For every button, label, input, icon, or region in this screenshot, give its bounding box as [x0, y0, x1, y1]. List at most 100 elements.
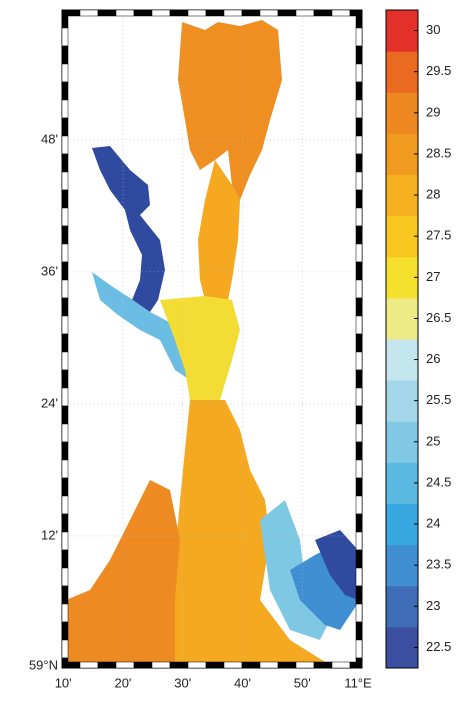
frame-segment — [61, 225, 69, 245]
frame-segment — [61, 261, 69, 281]
colorbar-tick-label: 22.5 — [426, 639, 451, 654]
colorbar-band — [386, 51, 418, 93]
frame-segment — [205, 661, 225, 669]
colorbar-tick-label: 24.5 — [426, 474, 451, 489]
colorbar-band — [386, 10, 418, 52]
frame-segment — [61, 189, 69, 209]
frame-segment — [355, 603, 363, 623]
frame-segment — [355, 549, 363, 569]
water-region — [66, 480, 180, 665]
colorbar-band — [386, 503, 418, 546]
y-tick-label: 24' — [41, 395, 58, 410]
frame-segment — [61, 639, 69, 659]
water-region — [92, 146, 165, 312]
frame-segment — [61, 549, 69, 569]
frame-segment — [61, 459, 69, 479]
frame-segment — [61, 297, 69, 317]
colorbar-tick-label: 29 — [426, 104, 440, 119]
frame-segment — [61, 387, 69, 407]
frame-segment — [355, 585, 363, 605]
frame-segment — [61, 81, 69, 101]
frame-segment — [355, 567, 363, 587]
frame-segment — [97, 9, 117, 17]
frame-segment — [61, 351, 69, 371]
x-tick-label: 10' — [55, 675, 72, 690]
colorbar-tick-label: 25.5 — [426, 392, 451, 407]
frame-segment — [355, 657, 363, 669]
frame-segment — [355, 315, 363, 335]
frame-segment — [61, 513, 69, 533]
frame-segment — [79, 661, 99, 669]
frame-segment — [61, 315, 69, 335]
colorbar-tick-label: 30 — [426, 22, 440, 37]
frame-segment — [355, 477, 363, 497]
colorbar-band — [386, 380, 418, 422]
frame-segment — [355, 387, 363, 407]
frame-segment — [61, 657, 69, 669]
colorbar-band — [386, 339, 418, 381]
colorbar-tick-label: 27 — [426, 269, 440, 284]
frame-segment — [241, 9, 261, 17]
x-tick-label: 11°E — [344, 675, 372, 690]
map-land — [66, 20, 360, 665]
frame-segment — [313, 9, 333, 17]
frame-segment — [61, 207, 69, 227]
frame-segment — [115, 661, 135, 669]
frame-segment — [61, 117, 69, 137]
colorbar-band — [386, 462, 418, 504]
frame-segment — [355, 351, 363, 371]
colorbar-band — [386, 626, 418, 669]
frame-segment — [355, 117, 363, 137]
water-region — [165, 400, 330, 665]
colorbar-band — [386, 92, 418, 134]
frame-segment — [355, 99, 363, 119]
frame-segment — [355, 639, 363, 659]
frame-segment — [355, 9, 363, 29]
frame-segment — [187, 661, 207, 669]
frame-segment — [97, 661, 117, 669]
frame-segment — [355, 441, 363, 461]
colorbar-band — [386, 544, 418, 587]
y-tick-label: 12' — [41, 527, 58, 542]
frame-segment — [151, 661, 171, 669]
frame-segment — [61, 495, 69, 515]
frame-segment — [355, 513, 363, 533]
frame-segment — [355, 153, 363, 173]
frame-segment — [223, 661, 243, 669]
frame-segment — [115, 9, 135, 17]
y-tick-label: 36' — [41, 263, 58, 278]
colorbar-band — [386, 215, 418, 258]
frame-segment — [61, 333, 69, 353]
frame-segment — [61, 99, 69, 119]
colorbar-tick-label: 26 — [426, 351, 440, 366]
frame-segment — [61, 531, 69, 551]
frame-segment — [355, 63, 363, 83]
frame-segment — [61, 477, 69, 497]
frame-segment — [187, 9, 207, 17]
frame-segment — [61, 567, 69, 587]
colorbar-band — [386, 133, 418, 175]
water-region — [315, 530, 358, 600]
frame-segment — [355, 261, 363, 281]
frame-segment — [133, 9, 153, 17]
frame-segment — [61, 153, 69, 173]
frame-segment — [355, 225, 363, 245]
frame-segment — [151, 9, 171, 17]
colorbar-tick-label: 28 — [426, 187, 440, 202]
frame-segment — [355, 279, 363, 299]
x-tick-label: 40' — [234, 675, 251, 690]
frame-segment — [331, 9, 351, 17]
colorbar-tick-label: 23 — [426, 598, 440, 613]
colorbar-tick-label: 28.5 — [426, 145, 451, 160]
frame-segment — [355, 333, 363, 353]
frame-segment — [61, 423, 69, 443]
colorbar-frame — [385, 9, 419, 669]
frame-segment — [223, 9, 243, 17]
frame-segment — [355, 405, 363, 425]
x-tick-label: 30' — [174, 675, 191, 690]
frame-segment — [277, 661, 297, 669]
frame-segment — [61, 135, 69, 155]
frame-segment — [313, 661, 333, 669]
colorbar-tick-label: 29.5 — [426, 63, 451, 78]
